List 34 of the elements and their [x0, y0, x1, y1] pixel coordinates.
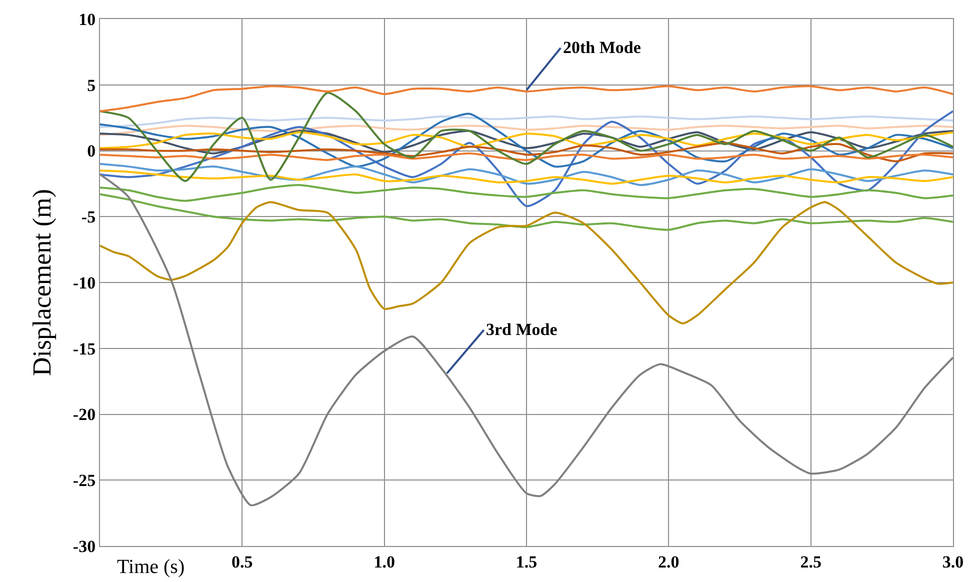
y-tick-label: -25 [72, 471, 96, 490]
x-tick-label: 2.5 [800, 552, 822, 572]
line-series [100, 193, 953, 231]
line-series [100, 110, 953, 208]
y-tick-label: 5 [87, 76, 96, 95]
y-tick-label: 10 [78, 10, 96, 29]
line-series [100, 184, 953, 202]
line-series [100, 152, 953, 161]
annotation: 20th Mode [563, 38, 642, 57]
line-series [100, 170, 953, 185]
y-tick-label: 0 [87, 142, 96, 161]
line-series [100, 130, 953, 154]
line-series [100, 85, 953, 112]
line-series [100, 131, 953, 150]
x-tick-label: 1.5 [516, 552, 538, 572]
y-axis-title: Displacement (m) [27, 189, 56, 376]
line-series [100, 124, 953, 136]
y-tick-label: -10 [72, 273, 96, 292]
line-series [100, 116, 953, 128]
y-tick-label: -15 [72, 339, 96, 358]
line-series [100, 201, 953, 324]
x-tick-label: 1.0 [374, 552, 395, 572]
line-series [100, 112, 953, 168]
x-axis-title: Time (s) [117, 556, 185, 578]
line-series [100, 162, 953, 186]
x-tick-label: 0.5 [232, 552, 253, 572]
line-series [100, 142, 953, 162]
x-tick-label: 3.0 [942, 552, 964, 572]
line-series [100, 92, 953, 182]
y-tick-label: -5 [81, 208, 96, 227]
annotation: 3rd Mode [486, 320, 558, 339]
y-tick-label: -30 [72, 536, 96, 556]
x-tick-label: 2.0 [658, 552, 680, 572]
y-tick-label: -20 [72, 405, 96, 424]
